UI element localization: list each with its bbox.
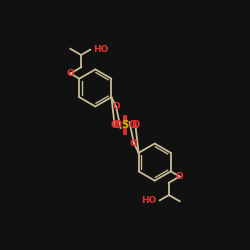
Text: O: O — [114, 120, 122, 130]
Text: O: O — [128, 120, 136, 130]
Text: O: O — [131, 120, 140, 130]
Text: O: O — [112, 102, 120, 112]
Text: S: S — [122, 120, 128, 130]
Text: O: O — [66, 69, 74, 78]
Text: O: O — [110, 120, 119, 130]
Text: O: O — [176, 172, 184, 181]
Text: O: O — [130, 138, 138, 147]
Text: HO: HO — [93, 45, 108, 54]
Text: HO: HO — [142, 196, 157, 205]
Text: S: S — [122, 120, 128, 130]
